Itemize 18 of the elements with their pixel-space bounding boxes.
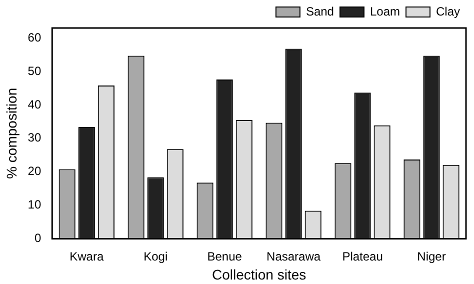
legend-label: Loam xyxy=(370,4,400,18)
y-tick-label: 0 xyxy=(34,231,42,246)
y-tick-label: 30 xyxy=(28,130,42,145)
x-tick-label: Kwara xyxy=(70,249,104,264)
x-tick-label: Benue xyxy=(207,249,242,264)
x-tick-label: Kogi xyxy=(144,249,168,264)
x-tick-label: Plateau xyxy=(342,249,383,264)
y-tick-label: 50 xyxy=(28,64,42,78)
legend-label: Sand xyxy=(306,4,334,18)
y-axis-title: % composition xyxy=(3,88,20,179)
y-tick-label: 40 xyxy=(28,97,42,112)
y-tick-label: 10 xyxy=(28,198,42,212)
x-axis-title: Collection sites xyxy=(212,266,306,282)
y-tick-label: 60 xyxy=(28,30,42,44)
x-tick-label: Nasarawa xyxy=(266,249,321,264)
y-tick-label: 20 xyxy=(28,164,42,178)
legend-label: Clay xyxy=(436,4,460,18)
x-tick-label: Niger xyxy=(417,249,446,264)
